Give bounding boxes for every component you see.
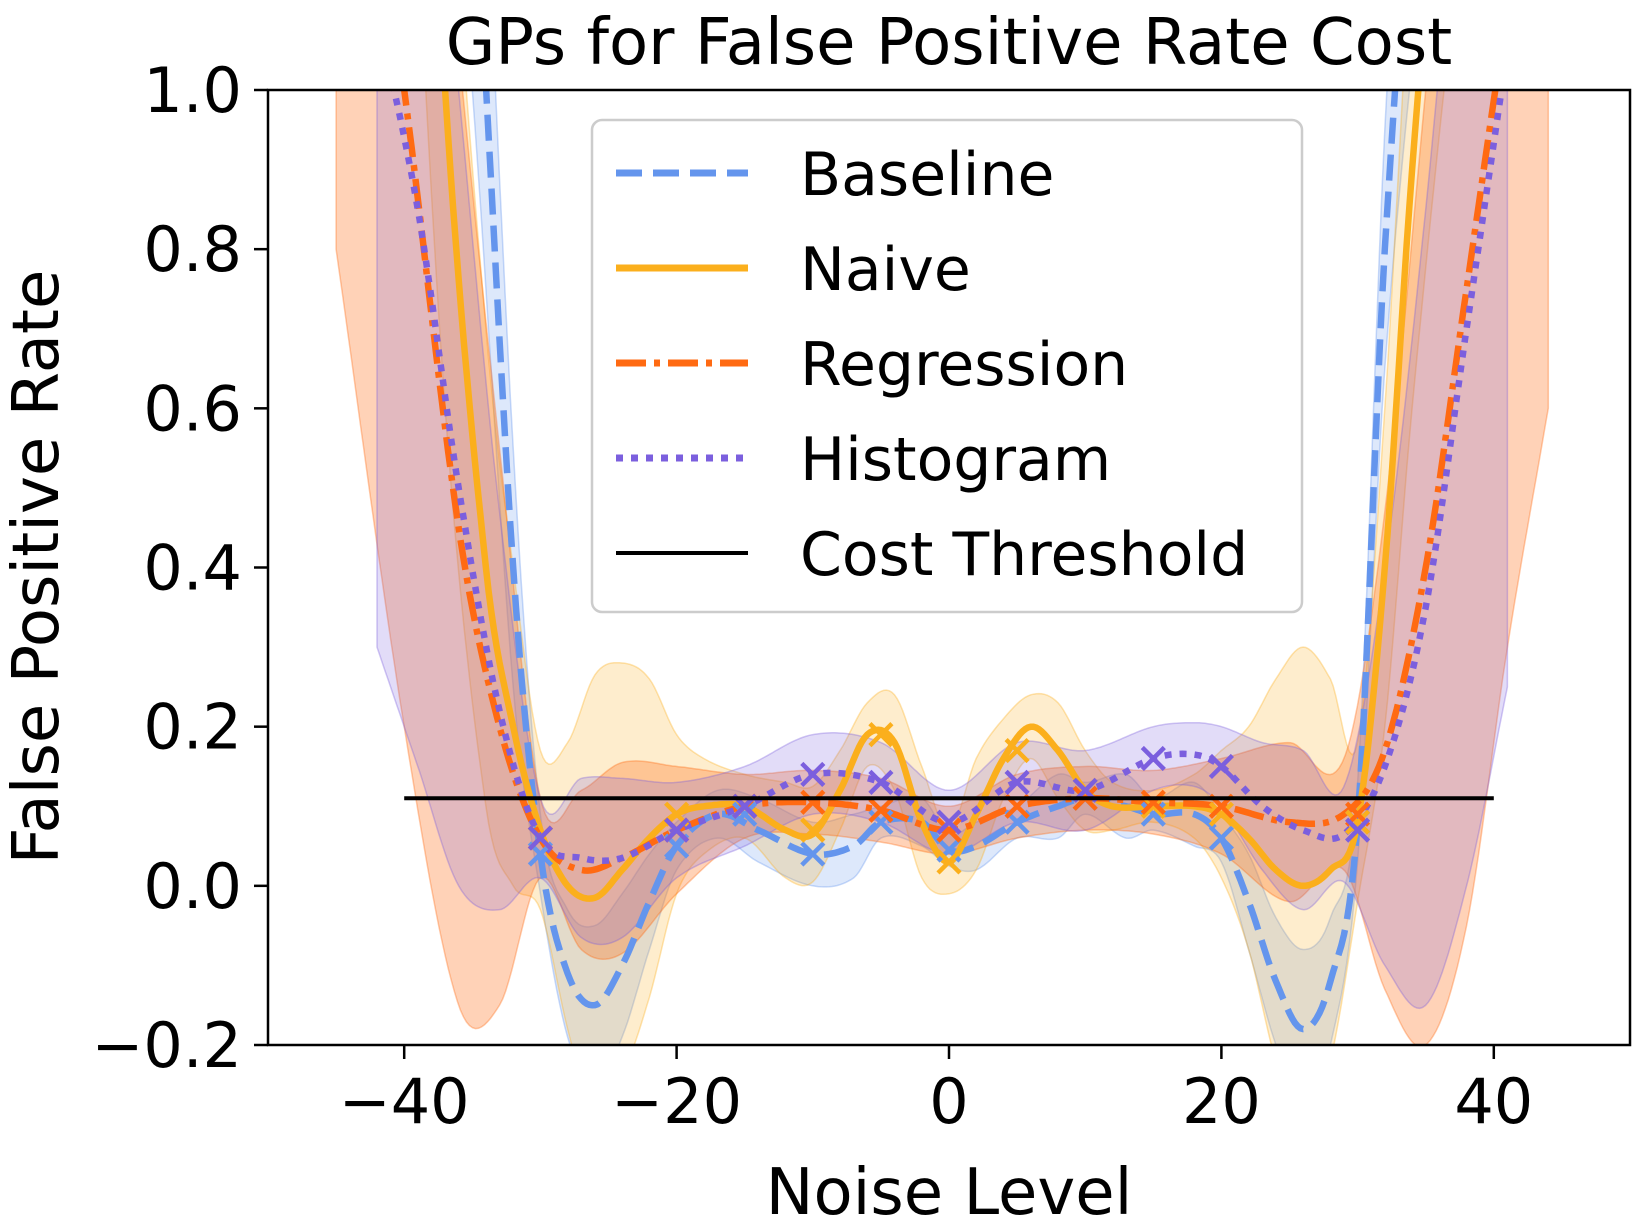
- x-axis-label: Noise Level: [766, 1156, 1133, 1220]
- y-axis-ticks: −0.2 0.0 0.2 0.4 0.6 0.8 1.0: [91, 54, 268, 1082]
- observation-regression: [1140, 789, 1166, 815]
- y-axis-label: False Positive Rate: [0, 270, 74, 865]
- y-tick-label: 0.8: [143, 213, 242, 286]
- x-axis-ticks: −40 −20 0 20 40: [339, 1045, 1533, 1138]
- legend-label-baseline: Baseline: [800, 140, 1054, 210]
- legend-label-threshold: Cost Threshold: [800, 520, 1248, 590]
- observation-naive: [800, 817, 826, 843]
- observation-markers: [404, 722, 1494, 875]
- observation-histogram: [1345, 817, 1371, 843]
- x-tick-label: −20: [611, 1065, 742, 1138]
- x-tick-label: 40: [1454, 1065, 1533, 1138]
- observation-naive: [868, 722, 894, 748]
- observation-histogram: [800, 761, 826, 788]
- y-tick-label: 1.0: [143, 54, 242, 127]
- y-tick-label: 0.6: [143, 372, 242, 445]
- observation-naive: [1004, 737, 1030, 764]
- y-tick-label: −0.2: [91, 1009, 242, 1082]
- y-tick-label: 0.4: [143, 532, 242, 605]
- observation-regression: [800, 789, 826, 815]
- observation-histogram: [1208, 753, 1234, 780]
- observation-histogram: [664, 817, 690, 843]
- y-tick-label: 0.2: [143, 691, 242, 764]
- observation-naive: [1208, 801, 1234, 827]
- observation-histogram: [936, 809, 962, 835]
- legend-label-histogram: Histogram: [800, 425, 1111, 495]
- band-histogram: [376, 90, 1509, 1010]
- legend-box: [590, 118, 1304, 614]
- line-histogram: [390, 90, 1505, 864]
- x-tick-label: −40: [339, 1065, 470, 1138]
- y-tick-label: 0.0: [143, 850, 242, 923]
- observation-regression: [936, 817, 962, 843]
- legend-label-regression: Regression: [800, 330, 1128, 400]
- observation-regression: [868, 797, 894, 823]
- chart-title: GPs for False Positive Rate Cost: [446, 6, 1453, 80]
- observation-histogram: [1140, 745, 1166, 772]
- observation-baseline: [800, 841, 826, 867]
- legend: Baseline Naive Regression Histogram Cost…: [590, 118, 1304, 614]
- observation-histogram: [868, 769, 894, 795]
- x-tick-label: 0: [929, 1065, 968, 1138]
- observation-naive: [936, 849, 962, 875]
- observation-baseline: [732, 801, 758, 827]
- x-tick-label: 20: [1182, 1065, 1261, 1138]
- legend-label-naive: Naive: [800, 235, 971, 305]
- observation-histogram: [527, 825, 553, 851]
- band-regression: [335, 90, 1550, 1045]
- observation-baseline: [1208, 825, 1234, 851]
- observation-histogram: [1004, 769, 1030, 795]
- observation-naive: [1345, 809, 1371, 835]
